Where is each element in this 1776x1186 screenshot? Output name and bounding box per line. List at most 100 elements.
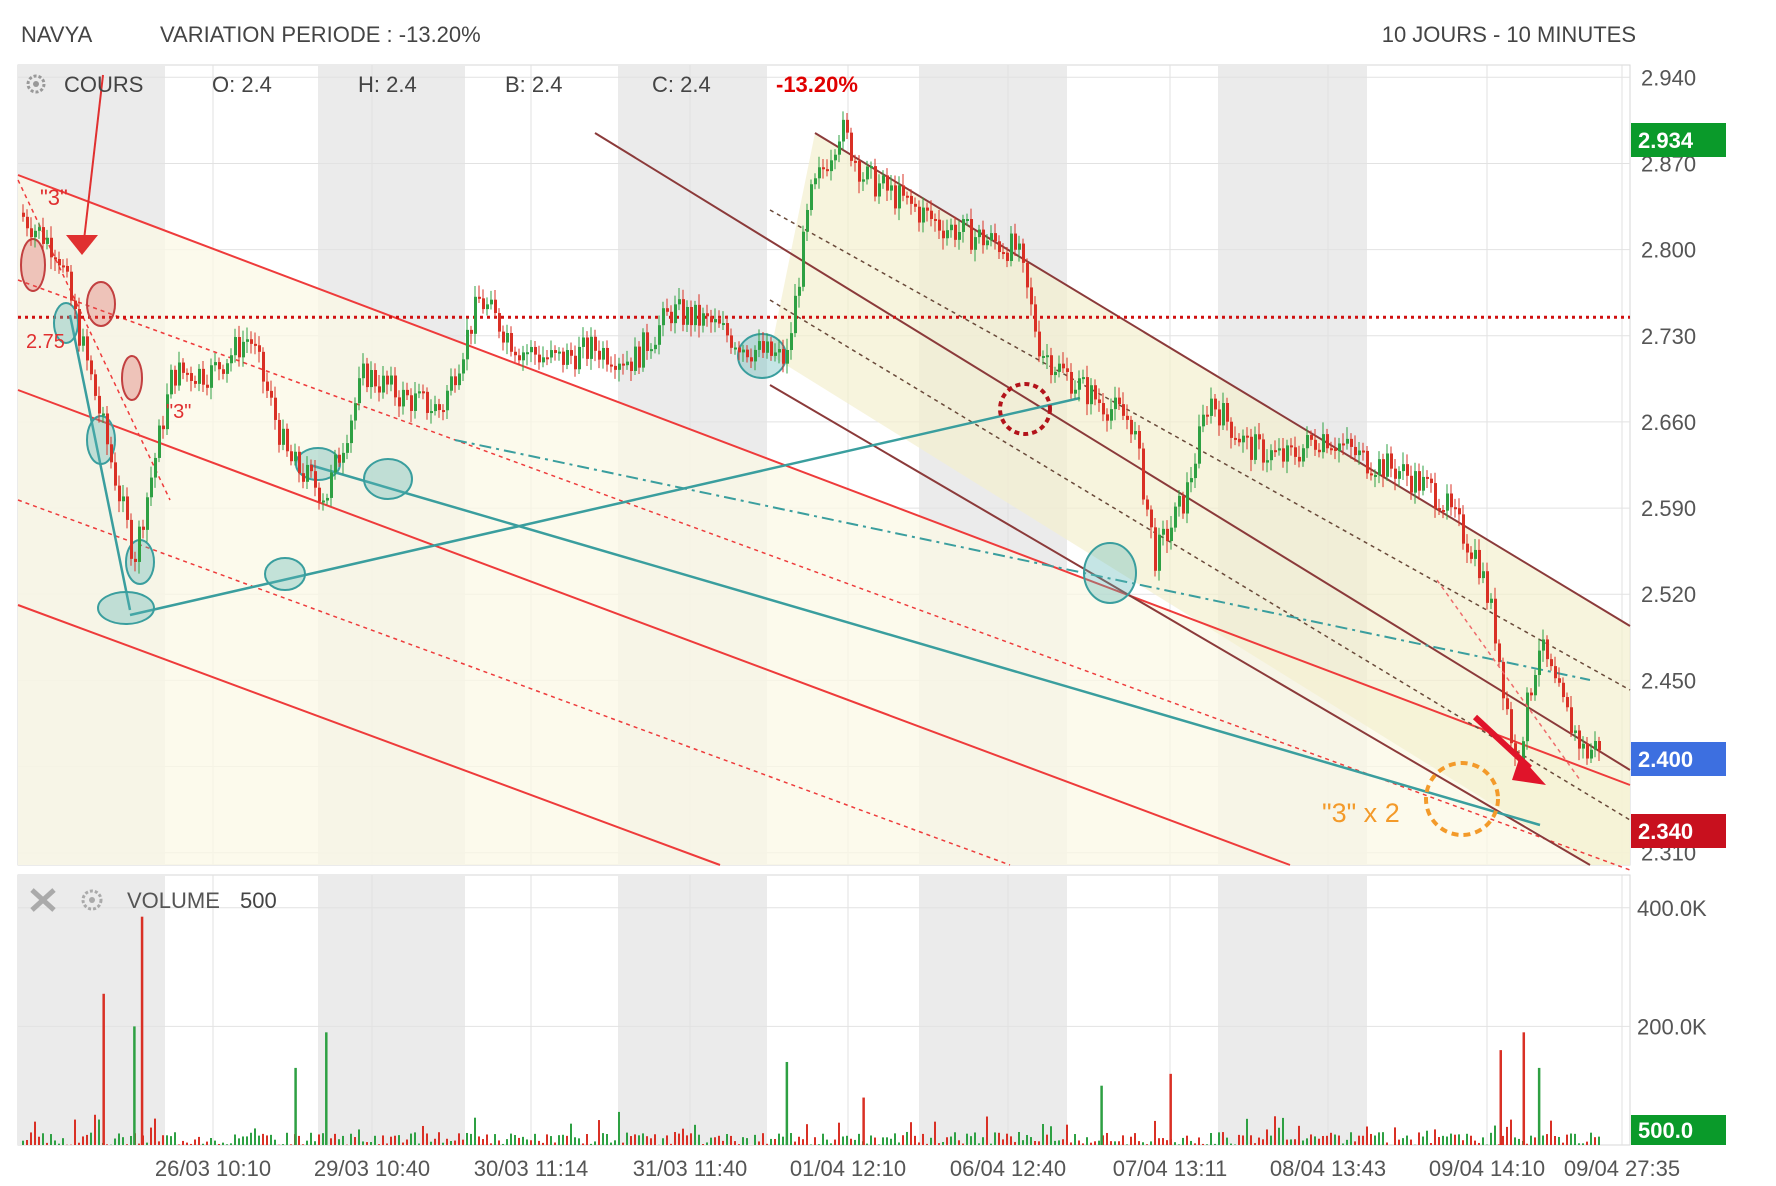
price-candle xyxy=(558,351,561,354)
volume-bar xyxy=(662,1138,664,1145)
settings-gear-icon[interactable] xyxy=(26,74,46,94)
price-candle xyxy=(806,209,809,232)
price-candle xyxy=(666,308,669,312)
volume-bar xyxy=(738,1144,740,1145)
teal-marker-8 xyxy=(1083,542,1137,604)
volume-bar xyxy=(22,1140,24,1145)
price-candle xyxy=(1454,507,1457,510)
price-candle xyxy=(206,384,209,388)
price-candle xyxy=(242,341,245,358)
price-candle xyxy=(390,375,393,385)
volume-bar xyxy=(1398,1139,1400,1145)
volume-bar xyxy=(1434,1129,1436,1145)
price-candle xyxy=(758,341,761,350)
volume-bar xyxy=(238,1138,240,1145)
price-candle xyxy=(426,391,429,413)
badge-volume-text: 500.0 xyxy=(1638,1118,1693,1143)
price-candle xyxy=(750,357,753,362)
volume-bar xyxy=(334,1133,336,1145)
price-candle xyxy=(1534,675,1537,696)
volume-session-shade-4 xyxy=(1218,875,1367,1145)
price-candle xyxy=(1422,476,1425,491)
brown-channel-line-1 xyxy=(594,132,1631,771)
price-candle xyxy=(1018,243,1021,250)
close-panel-icon[interactable] xyxy=(30,888,56,912)
volume-bar xyxy=(522,1136,524,1145)
price-candle xyxy=(438,404,441,411)
price-candle xyxy=(1154,527,1157,571)
dashed-orange-circle xyxy=(1424,761,1500,837)
price-candle xyxy=(1474,549,1477,559)
price-candle xyxy=(1354,446,1357,456)
price-candle xyxy=(270,390,273,398)
volume-bar xyxy=(930,1137,932,1145)
volume-bar xyxy=(90,1132,92,1145)
volume-bar xyxy=(426,1133,428,1145)
price-candle xyxy=(566,350,569,365)
volume-bar xyxy=(422,1125,424,1145)
price-candle xyxy=(1218,409,1221,426)
price-candle xyxy=(830,160,833,172)
price-candle xyxy=(526,352,529,355)
price-candle xyxy=(762,341,765,353)
volume-bar xyxy=(926,1143,928,1145)
price-candle xyxy=(338,454,341,463)
price-candle xyxy=(122,496,125,502)
price-candle xyxy=(778,349,781,353)
price-candle xyxy=(1086,377,1089,405)
volume-spike xyxy=(1169,1073,1172,1145)
volume-bar xyxy=(354,1137,356,1145)
volume-bar xyxy=(1238,1134,1240,1145)
volume-bar xyxy=(690,1133,692,1145)
volume-bar xyxy=(1406,1135,1408,1145)
volume-bar xyxy=(974,1132,976,1145)
price-candle xyxy=(158,425,161,458)
price-candle xyxy=(362,363,365,379)
volume-bar xyxy=(1110,1141,1112,1145)
red-channel-line-2 xyxy=(17,604,721,866)
volume-bar xyxy=(1190,1140,1192,1145)
volume-bar xyxy=(1026,1134,1028,1145)
price-candle xyxy=(142,526,145,530)
volume-bar xyxy=(702,1143,704,1145)
price-candle xyxy=(1462,514,1465,544)
volume-bar xyxy=(62,1138,64,1145)
volume-bar xyxy=(922,1133,924,1145)
price-candle xyxy=(1598,740,1601,751)
price-candle xyxy=(386,375,389,385)
price-candle xyxy=(1550,659,1553,667)
time-axis-label: 01/04 12:10 xyxy=(790,1156,906,1181)
volume-bar xyxy=(562,1134,564,1145)
volume-bar xyxy=(1162,1138,1164,1145)
price-candle xyxy=(46,237,49,244)
price-candle xyxy=(898,185,901,209)
price-candle xyxy=(1394,468,1397,479)
volume-bar xyxy=(1510,1119,1512,1145)
volume-bar xyxy=(1582,1143,1584,1145)
price-candle xyxy=(1438,508,1441,511)
price-candle xyxy=(1330,448,1333,451)
volume-bar xyxy=(494,1134,496,1145)
price-candle xyxy=(814,178,817,185)
period-label[interactable]: 10 JOURS - 10 MINUTES xyxy=(1381,22,1636,47)
price-candle xyxy=(1546,639,1549,660)
volume-bar xyxy=(242,1136,244,1145)
volume-settings-gear-icon[interactable] xyxy=(81,889,103,911)
price-candle xyxy=(554,350,557,353)
volume-bar xyxy=(1202,1143,1204,1145)
volume-bar xyxy=(154,1118,156,1145)
volume-bar xyxy=(374,1135,376,1145)
price-candle xyxy=(1134,430,1137,435)
price-candle xyxy=(1478,549,1481,579)
price-candle xyxy=(34,230,37,238)
price-candle xyxy=(1274,450,1277,453)
price-candle xyxy=(1150,509,1153,528)
volume-bar xyxy=(214,1140,216,1145)
volume-bar xyxy=(1378,1132,1380,1145)
price-candle xyxy=(818,167,821,179)
price-candle xyxy=(1302,448,1305,462)
volume-bar xyxy=(46,1142,48,1145)
price-candle xyxy=(1114,397,1117,410)
price-candle xyxy=(946,230,949,239)
volume-bar xyxy=(270,1134,272,1145)
